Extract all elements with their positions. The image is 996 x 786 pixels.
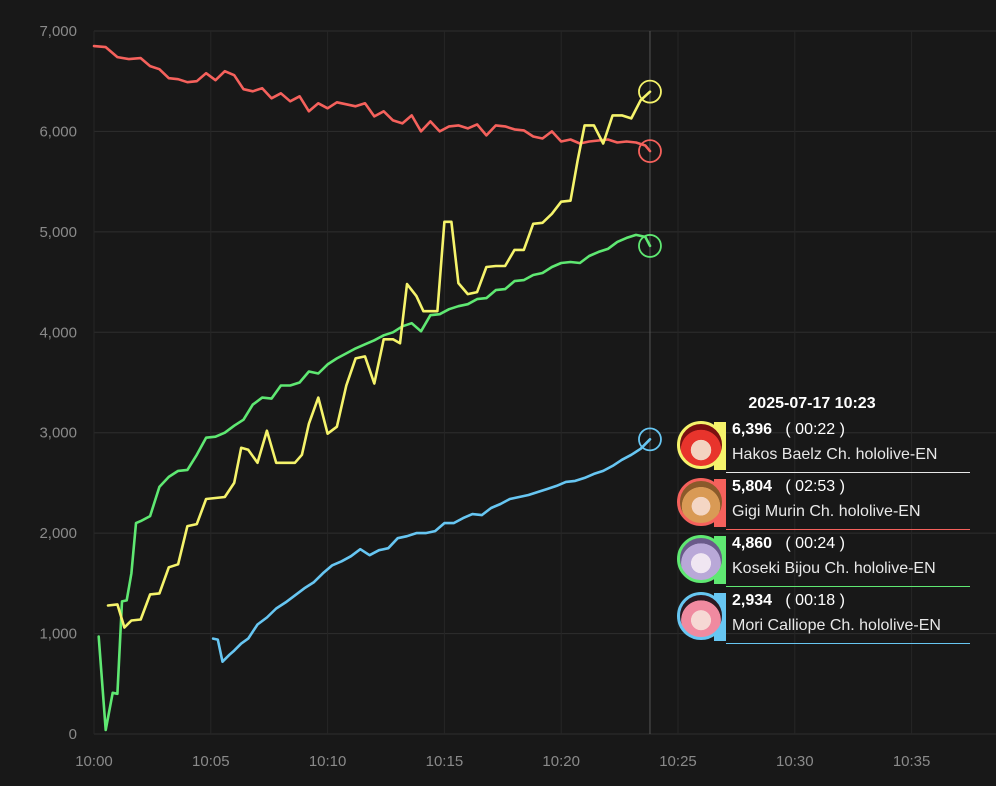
channel-name: Hakos Baelz Ch. hololive-EN — [732, 446, 938, 463]
tooltip-row-bijou[interactable]: 4,860 ( 00:24 ) Koseki Bijou Ch. hololiv… — [674, 534, 970, 587]
x-tick-label: 10:00 — [75, 753, 113, 770]
hover-point-marker — [638, 234, 662, 258]
hover-tooltip: 2025-07-17 10:23 6,396 ( 00:22 ) Hakos B… — [674, 393, 970, 644]
y-tick-label: 6,000 — [39, 123, 77, 140]
tooltip-title: 2025-07-17 10:23 — [748, 395, 876, 412]
series-line[interactable] — [211, 437, 652, 664]
y-tick-label: 2,000 — [39, 525, 77, 542]
viewer-count: 2,934 — [732, 592, 773, 609]
y-tick-label: 3,000 — [39, 425, 77, 442]
viewer-count: 4,860 — [732, 535, 773, 552]
y-tick-label: 1,000 — [39, 626, 77, 643]
row-underline — [726, 529, 970, 530]
row-underline — [726, 586, 970, 587]
y-axis-ticks: 0 1,000 2,000 3,000 4,000 5,000 6,000 7,000 — [39, 23, 77, 743]
hover-markers — [638, 79, 662, 452]
x-tick-label: 10:05 — [192, 753, 230, 770]
tooltip-row-baelz[interactable]: 6,396 ( 00:22 ) Hakos Baelz Ch. hololive… — [674, 420, 970, 473]
x-tick-label: 10:10 — [309, 753, 347, 770]
tooltip-row-gigi[interactable]: 5,804 ( 02:53 ) Gigi Murin Ch. hololive-… — [674, 477, 970, 530]
x-tick-label: 10:35 — [893, 753, 931, 770]
elapsed-time: ( 00:24 ) — [785, 535, 845, 552]
x-axis-ticks: 10:00 10:05 10:10 10:15 10:20 10:25 10:30 10:35 — [75, 753, 930, 770]
x-tick-label: 10:15 — [426, 753, 464, 770]
x-tick-label: 10:25 — [659, 753, 697, 770]
x-tick-label: 10:20 — [542, 753, 580, 770]
series-line[interactable] — [106, 90, 652, 629]
elapsed-time: ( 00:22 ) — [785, 421, 845, 438]
row-underline — [726, 472, 970, 473]
y-tick-label: 7,000 — [39, 23, 77, 40]
series-line[interactable] — [97, 233, 652, 732]
avatar-gigi-icon — [677, 478, 725, 526]
avatar-calliope-icon — [677, 592, 725, 640]
hover-point-marker — [638, 139, 662, 164]
viewer-count: 5,804 — [732, 478, 773, 495]
y-tick-label: 0 — [69, 726, 77, 743]
elapsed-time: ( 00:18 ) — [785, 592, 845, 609]
avatar-baelz-icon — [677, 421, 725, 469]
tooltip-row-calliope[interactable]: 2,934 ( 00:18 ) Mori Calliope Ch. hololi… — [674, 591, 970, 644]
hover-point-marker — [638, 79, 662, 104]
viewer-count: 6,396 — [732, 421, 773, 438]
avatar-bijou-icon — [677, 535, 725, 583]
hover-point-marker — [638, 427, 662, 452]
channel-name: Koseki Bijou Ch. hololive-EN — [732, 560, 936, 577]
x-tick-label: 10:30 — [776, 753, 814, 770]
y-tick-label: 5,000 — [39, 224, 77, 241]
series-lines[interactable] — [92, 44, 652, 732]
elapsed-time: ( 02:53 ) — [785, 478, 845, 495]
channel-name: Gigi Murin Ch. hololive-EN — [732, 503, 921, 520]
row-underline — [726, 643, 970, 644]
channel-name: Mori Calliope Ch. hololive-EN — [732, 617, 941, 634]
series-line[interactable] — [92, 44, 652, 153]
y-tick-label: 4,000 — [39, 324, 77, 341]
